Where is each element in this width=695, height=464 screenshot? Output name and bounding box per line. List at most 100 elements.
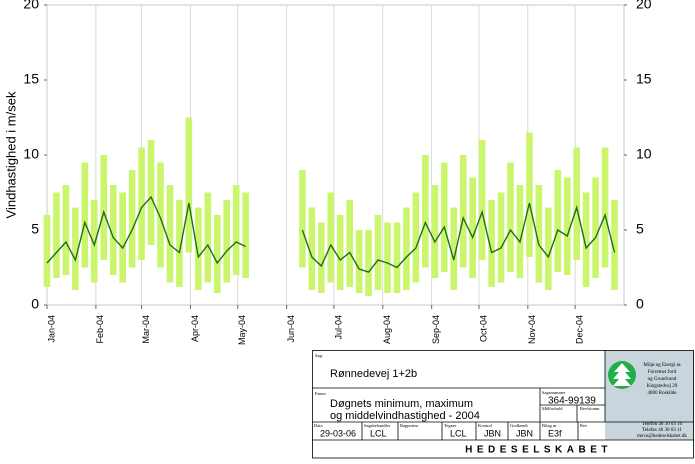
y-tick-label: 5 <box>31 221 39 237</box>
cell-value: JBN <box>484 428 501 438</box>
min-max-range <box>62 185 70 275</box>
address-line: Kingstedvej 29 <box>647 384 678 389</box>
cell-label: Rev <box>580 423 588 428</box>
address-line: og Grundvand <box>648 377 677 382</box>
subject: Døgnets minimum, maximum <box>330 398 473 410</box>
min-max-range <box>507 162 514 272</box>
min-max-range <box>90 200 98 283</box>
company: HEDESELSKABET <box>465 445 612 456</box>
min-max-range <box>412 192 420 283</box>
min-max-range <box>355 230 363 293</box>
min-max-range <box>497 192 505 283</box>
x-tick-label: Jul-04 <box>333 315 343 340</box>
y-tick-label: 15 <box>636 71 652 87</box>
cell-value: E3f <box>548 428 562 438</box>
case-number: 364-99139 <box>548 396 596 407</box>
min-max-range <box>563 177 571 275</box>
min-max-range <box>72 207 79 290</box>
x-tick-label: Feb-04 <box>95 315 105 344</box>
min-max-range <box>516 185 524 278</box>
x-tick-label: May-04 <box>237 315 247 345</box>
min-max-range <box>601 147 609 268</box>
y-tick-label: 10 <box>636 146 652 162</box>
cell-label: Rapportnr <box>400 423 419 428</box>
min-max-range <box>526 132 533 257</box>
min-max-range <box>374 215 382 290</box>
min-max-range <box>346 200 353 287</box>
min-max-range <box>554 170 562 272</box>
min-max-range <box>384 222 391 293</box>
x-tick-label: Nov-04 <box>527 315 537 344</box>
min-max-range <box>545 207 552 290</box>
min-max-range <box>336 215 344 290</box>
min-max-range <box>299 170 306 268</box>
x-tick-label: Dec-04 <box>575 315 585 344</box>
subject-label: Emne: <box>315 391 327 396</box>
min-max-range <box>327 192 335 283</box>
min-max-range <box>119 192 126 283</box>
min-max-range <box>488 200 495 287</box>
case-label: Sag: <box>315 353 323 358</box>
address-line: Forretnet Jord <box>648 370 677 375</box>
min-max-range <box>403 207 410 290</box>
x-tick-label: Aug-04 <box>382 315 392 344</box>
min-max-range <box>393 222 401 293</box>
min-max-range <box>166 185 174 283</box>
min-max-range <box>100 155 108 260</box>
contact-line: mevo@hedeselskabet.dk <box>637 434 687 439</box>
block-border <box>312 350 694 459</box>
subject: og middelvindhastighed - 2004 <box>330 410 480 422</box>
x-tick-label: Jun-04 <box>286 315 296 343</box>
min-max-range <box>582 192 590 287</box>
min-max-range <box>138 147 145 260</box>
min-max-range <box>469 177 476 278</box>
min-max-range <box>53 192 60 278</box>
min-max-range <box>592 177 599 278</box>
min-max-range <box>318 222 325 293</box>
cell-value: LCL <box>450 428 467 438</box>
y-tick-label: 15 <box>23 71 39 87</box>
x-tick-label: Jan-04 <box>46 315 56 343</box>
min-max-range <box>308 207 316 290</box>
y-tick-label: 20 <box>636 0 652 12</box>
min-max-range <box>176 200 183 287</box>
y-tick-label: 10 <box>23 146 39 162</box>
min-max-range <box>213 215 221 293</box>
min-max-range <box>223 200 231 283</box>
cell-label: Godkendt <box>510 423 528 428</box>
cell-value: 29-03-06 <box>320 428 356 438</box>
x-tick-label: Apr-04 <box>190 315 200 342</box>
min-max-range <box>157 162 164 268</box>
y-tick-label: 0 <box>31 296 39 312</box>
revision-label: Revisionnr <box>580 406 600 411</box>
cell-label: Bilag nr <box>542 423 557 428</box>
min-max-range <box>440 162 448 272</box>
min-max-range <box>109 185 117 275</box>
min-max-range <box>232 185 240 275</box>
cell-label: Tegner <box>444 423 457 428</box>
min-max-range <box>365 230 372 296</box>
y-tick-label: 5 <box>636 221 644 237</box>
scale-label: Målforhold <box>542 406 563 411</box>
min-max-range <box>204 192 212 283</box>
x-tick-label: Mar-04 <box>141 315 151 344</box>
case: Rønnedevej 1+2b <box>330 368 417 380</box>
x-tick-label: Sep-04 <box>431 315 441 344</box>
logo-tree <box>613 363 631 386</box>
cell-value: JBN <box>516 428 533 438</box>
contact-line: Telefax 46 30 03 11 <box>642 428 682 433</box>
min-max-range <box>431 185 439 278</box>
min-max-range <box>573 147 581 260</box>
min-max-range <box>128 170 136 268</box>
min-max-range <box>147 140 155 245</box>
contact-line: Telefon 46 30 03 10 <box>642 422 683 427</box>
min-max-range <box>611 200 618 290</box>
y-tick-label: 0 <box>636 296 644 312</box>
cell-label: Kontrol <box>478 423 493 428</box>
min-max-range <box>450 207 458 290</box>
min-max-range <box>422 155 429 268</box>
y-tick-label: 20 <box>23 0 39 12</box>
min-max-range <box>81 162 89 268</box>
chart: Jan-04 Feb-04 Mar-04 Apr-04 May-04 Jun-04 Jul-… <box>23 0 651 345</box>
